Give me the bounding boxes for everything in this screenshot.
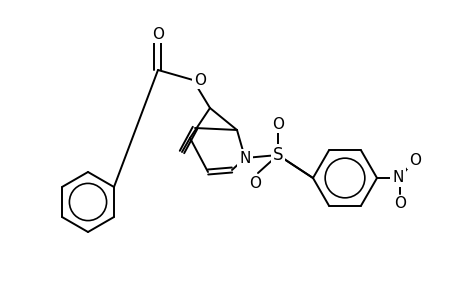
Text: S: S [272,146,283,164]
Text: O: O [271,116,283,131]
Text: N: N [392,170,403,185]
Text: N: N [239,151,250,166]
Text: O: O [151,26,164,41]
Text: O: O [248,176,260,190]
Text: O: O [393,196,405,211]
Text: O: O [408,152,420,167]
Text: O: O [194,73,206,88]
